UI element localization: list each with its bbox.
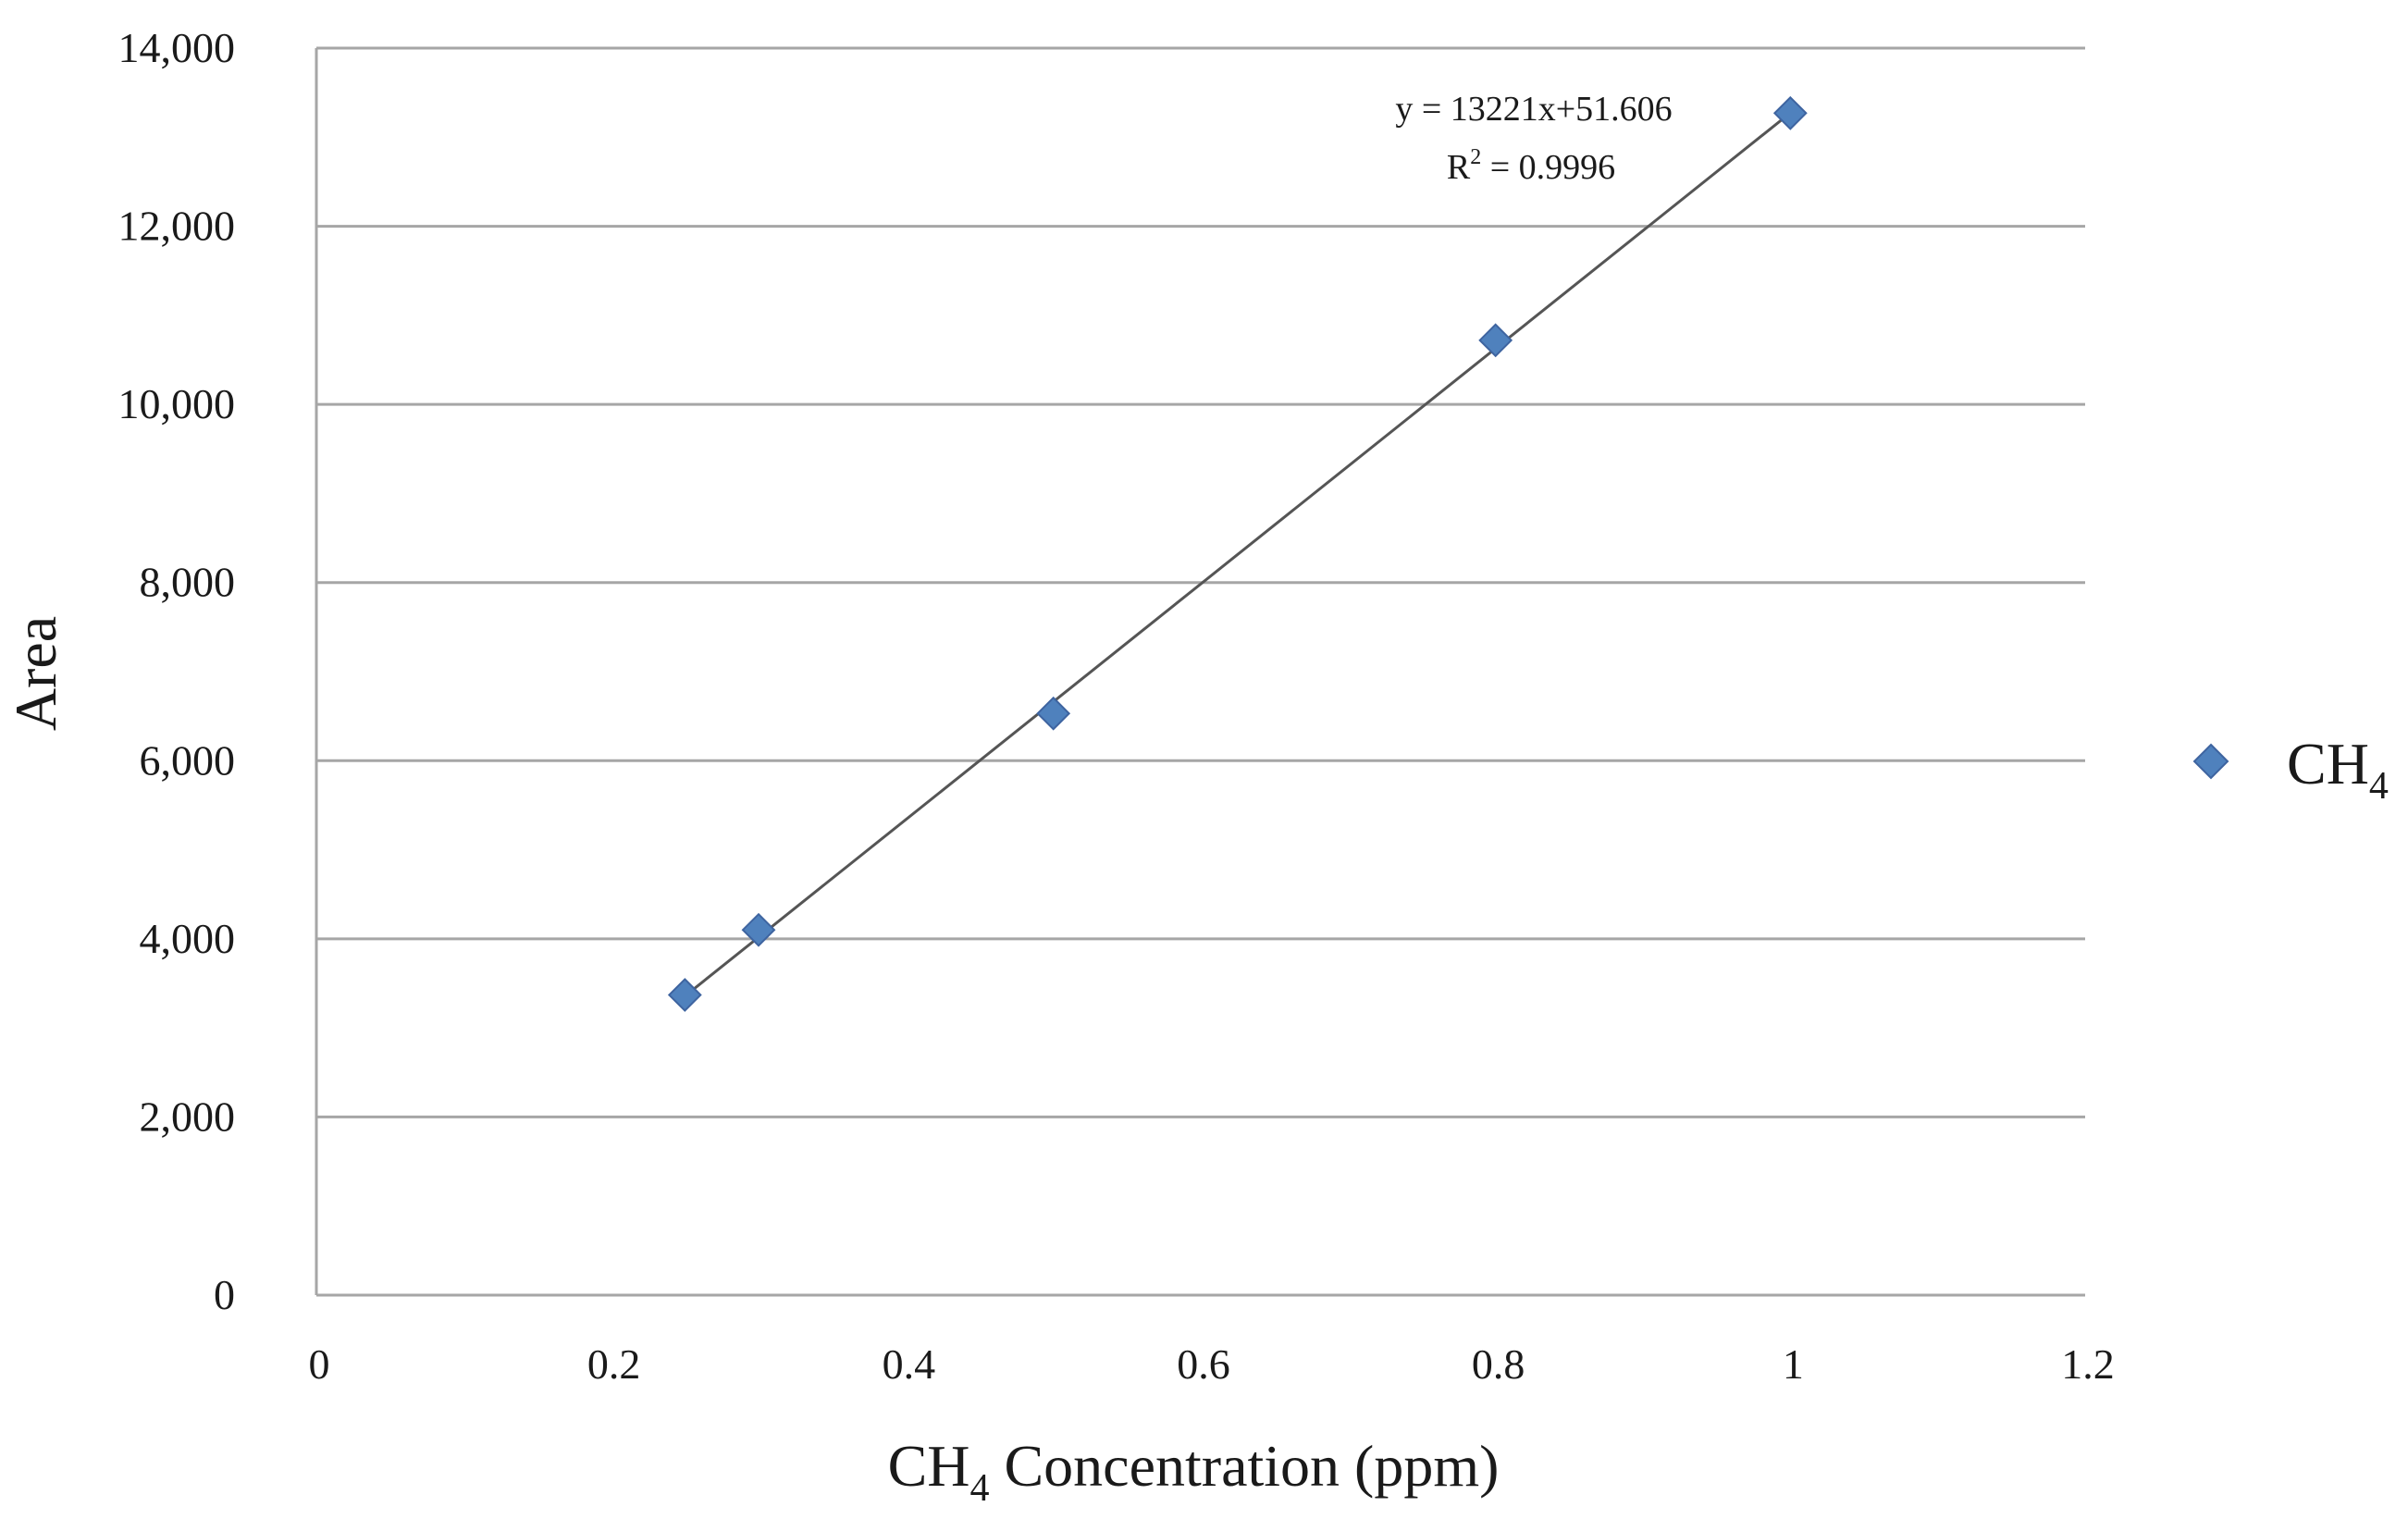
x-axis-title-subscript: 4 xyxy=(969,1467,989,1510)
axes xyxy=(315,48,2085,1297)
trendline-r-squared: R2 = 0.9996 xyxy=(1447,145,1615,187)
y-tick-label: 4,000 xyxy=(140,915,236,962)
x-tick-label: 0.2 xyxy=(587,1340,641,1388)
legend-marker-diamond xyxy=(2192,743,2229,780)
x-axis-title-main: CH xyxy=(888,1433,970,1499)
data-point xyxy=(667,978,702,1012)
y-tick-labels: 0 2,000 4,000 6,000 8,000 10,000 12,000 14,000 xyxy=(118,24,236,1318)
legend-label-subscript: 4 xyxy=(2369,765,2389,808)
y-tick-label: 10,000 xyxy=(118,380,236,427)
data-point xyxy=(1478,323,1513,358)
r2-symbol: R xyxy=(1447,148,1471,187)
data-point xyxy=(1772,95,1808,130)
x-tick-label: 0.6 xyxy=(1177,1340,1230,1388)
x-axis-title-rest: Concentration (ppm) xyxy=(989,1433,1499,1499)
x-tick-label: 0.4 xyxy=(883,1340,936,1388)
data-point xyxy=(741,912,776,947)
trendline xyxy=(684,111,1792,997)
legend-label: CH4 xyxy=(2287,731,2389,808)
y-tick-label: 0 xyxy=(214,1271,235,1318)
legend: CH4 xyxy=(2192,731,2389,808)
legend-label-main: CH xyxy=(2287,731,2369,797)
x-tick-label: 1.2 xyxy=(2061,1340,2115,1388)
x-tick-label: 0.8 xyxy=(1472,1340,1525,1388)
r2-value: = 0.9996 xyxy=(1481,148,1615,187)
y-axis-title: Area xyxy=(3,616,68,731)
y-tick-label: 2,000 xyxy=(140,1093,236,1140)
data-points xyxy=(667,95,1808,1012)
trendline-equation: y = 13221x+51.606 xyxy=(1395,90,1672,129)
gridlines xyxy=(316,46,2085,1118)
r2-superscript: 2 xyxy=(1470,145,1481,169)
x-tick-label: 1 xyxy=(1783,1340,1804,1388)
y-tick-label: 12,000 xyxy=(118,203,236,250)
x-tick-labels: 0 0.2 0.4 0.6 0.8 1 1.2 xyxy=(309,1340,2115,1388)
trendline-group xyxy=(684,111,1792,997)
x-axis-title: CH4 Concentration (ppm) xyxy=(888,1433,1500,1510)
y-tick-label: 14,000 xyxy=(118,24,236,71)
x-tick-label: 0 xyxy=(309,1340,330,1388)
y-tick-label: 8,000 xyxy=(140,559,236,606)
y-tick-label: 6,000 xyxy=(140,736,236,784)
data-point xyxy=(1036,696,1071,731)
